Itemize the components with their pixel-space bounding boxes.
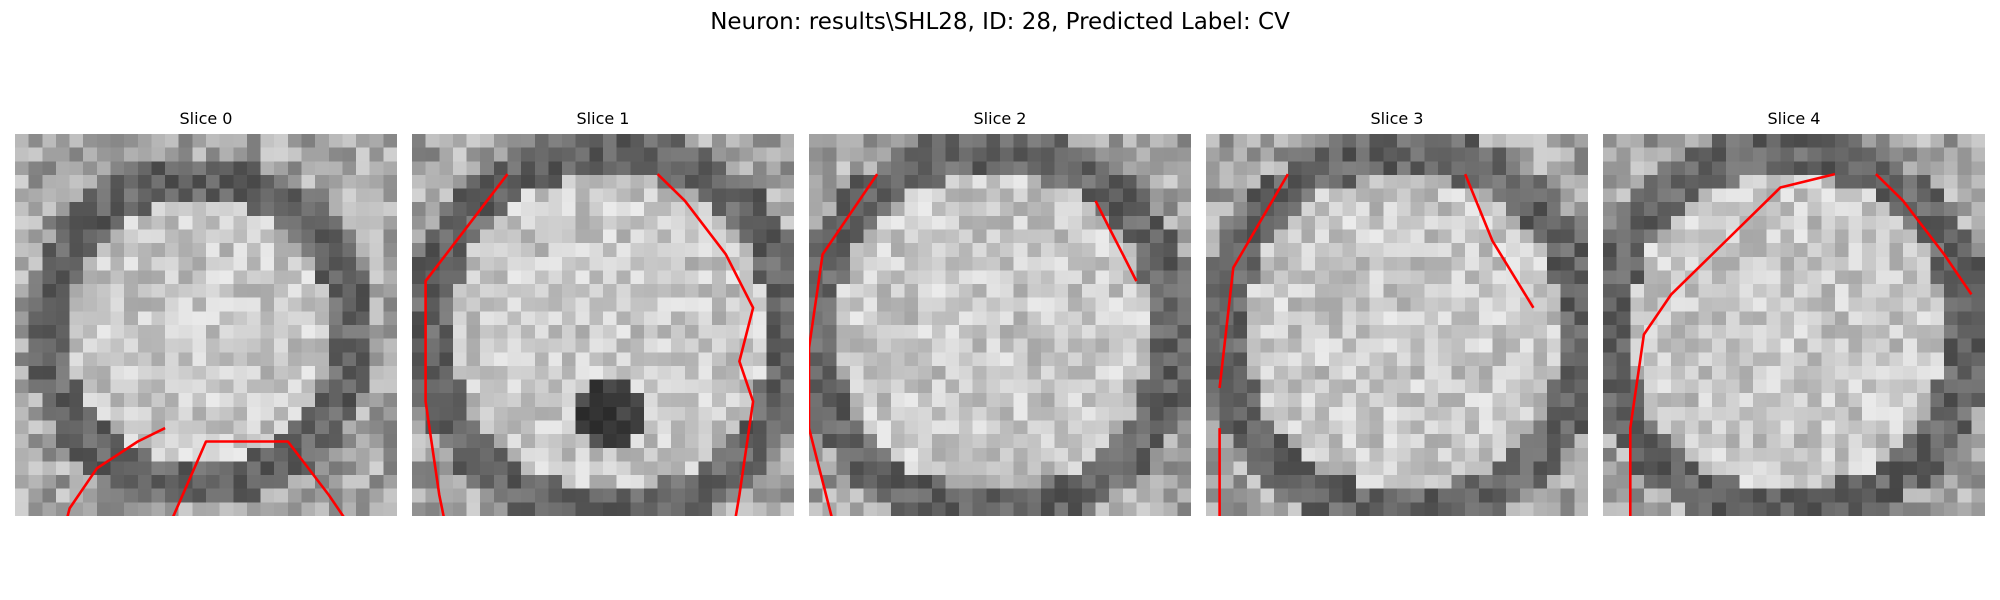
- slice-panel-2: Slice 2: [809, 108, 1191, 130]
- pixel-mosaic: [15, 134, 397, 516]
- figure-title: Neuron: results\SHL28, ID: 28, Predicted…: [0, 6, 2000, 38]
- slice-panel-3: Slice 3: [1206, 108, 1588, 130]
- slice-title: Slice 3: [1206, 108, 1588, 130]
- slice-image: [412, 134, 794, 516]
- slice-image: [809, 134, 1191, 516]
- slice-title: Slice 4: [1603, 108, 1985, 130]
- slice-panel-4: Slice 4: [1603, 108, 1985, 130]
- slice-image: [15, 134, 397, 516]
- slice-image: [1206, 134, 1588, 516]
- slice-title: Slice 1: [412, 108, 794, 130]
- slice-title: Slice 0: [15, 108, 397, 130]
- pixel-mosaic: [412, 134, 794, 516]
- slice-panel-1: Slice 1: [412, 108, 794, 130]
- slice-image: [1603, 134, 1985, 516]
- slice-title: Slice 2: [809, 108, 1191, 130]
- slice-panel-0: Slice 0: [15, 108, 397, 130]
- pixel-mosaic: [1603, 134, 1985, 516]
- pixel-mosaic: [1206, 134, 1588, 516]
